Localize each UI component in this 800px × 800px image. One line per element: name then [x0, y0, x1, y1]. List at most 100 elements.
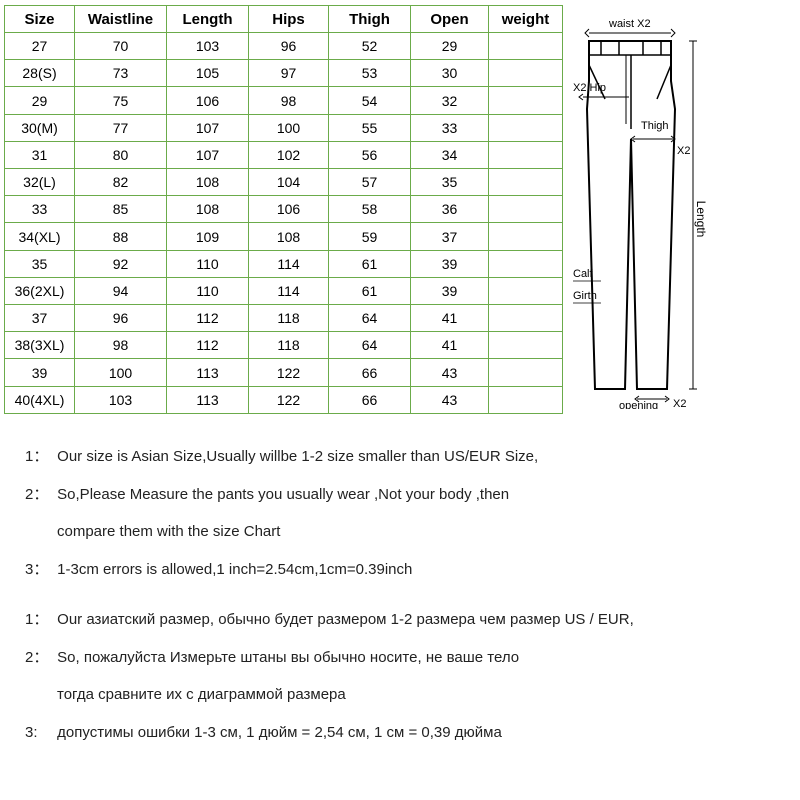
cell-open: 35 [411, 169, 489, 196]
cell-length: 112 [167, 332, 249, 359]
cell-length: 113 [167, 359, 249, 386]
col-header-thigh: Thigh [329, 6, 411, 33]
cell-thigh: 64 [329, 332, 411, 359]
cell-length: 112 [167, 305, 249, 332]
table-row: 30(M)771071005533 [5, 114, 563, 141]
cell-thigh: 56 [329, 141, 411, 168]
cell-weight [489, 60, 563, 87]
cell-weight [489, 277, 563, 304]
cell-open: 41 [411, 305, 489, 332]
note-en-2a: So,Please Measure the pants you usually … [57, 486, 509, 503]
note-num-3: 3： [25, 557, 53, 583]
table-row: 37961121186441 [5, 305, 563, 332]
cell-open: 37 [411, 223, 489, 250]
note-en-3: 1-3cm errors is allowed,1 inch=2.54cm,1c… [57, 561, 412, 578]
note-num-2: 2： [25, 482, 53, 508]
cell-hips: 98 [249, 87, 329, 114]
cell-waist: 80 [75, 141, 167, 168]
table-body: 277010396522928(S)7310597533029751069854… [5, 33, 563, 414]
cell-size: 32(L) [5, 169, 75, 196]
cell-thigh: 57 [329, 169, 411, 196]
note-ru-2a: So, пожалуйста Измерьте штаны вы обычно … [57, 649, 519, 666]
cell-weight [489, 196, 563, 223]
cell-weight [489, 114, 563, 141]
pants-diagram: waist X2 X2 Hip Thigh X2 [571, 9, 711, 414]
diagram-label-length: Length [694, 201, 708, 238]
note-ru-num-1: 1： [25, 607, 53, 633]
note-ru-1: Our азиатский размер, обычно будет разме… [57, 611, 634, 628]
cell-weight [489, 250, 563, 277]
note-ru-num-3: 3: [25, 720, 53, 746]
cell-waist: 85 [75, 196, 167, 223]
cell-size: 39 [5, 359, 75, 386]
cell-hips: 102 [249, 141, 329, 168]
cell-weight [489, 223, 563, 250]
cell-waist: 103 [75, 386, 167, 413]
cell-weight [489, 386, 563, 413]
note-ru-num-2: 2： [25, 645, 53, 671]
diagram-label-girth: Girth [573, 290, 597, 302]
cell-thigh: 61 [329, 277, 411, 304]
cell-hips: 97 [249, 60, 329, 87]
cell-weight [489, 141, 563, 168]
notes-english: 1： Our size is Asian Size,Usually willbe… [0, 414, 800, 745]
cell-size: 40(4XL) [5, 386, 75, 413]
diagram-label-calf: Calf [573, 268, 594, 280]
cell-weight [489, 305, 563, 332]
table-row: 34(XL)881091085937 [5, 223, 563, 250]
cell-size: 28(S) [5, 60, 75, 87]
note-ru-2b: тогда сравните их с диаграммой размера [57, 686, 346, 703]
cell-hips: 108 [249, 223, 329, 250]
cell-size: 29 [5, 87, 75, 114]
cell-thigh: 59 [329, 223, 411, 250]
cell-waist: 73 [75, 60, 167, 87]
cell-hips: 100 [249, 114, 329, 141]
cell-waist: 75 [75, 87, 167, 114]
table-row: 2975106985432 [5, 87, 563, 114]
cell-length: 106 [167, 87, 249, 114]
col-header-size: Size [5, 6, 75, 33]
diagram-label-waist: waist X2 [608, 18, 651, 30]
cell-open: 36 [411, 196, 489, 223]
diagram-label-thigh-x2: X2 [677, 145, 690, 157]
cell-size: 36(2XL) [5, 277, 75, 304]
cell-hips: 114 [249, 250, 329, 277]
cell-open: 34 [411, 141, 489, 168]
cell-open: 30 [411, 60, 489, 87]
col-header-weight: weight [489, 6, 563, 33]
cell-waist: 82 [75, 169, 167, 196]
note-en-1: Our size is Asian Size,Usually willbe 1-… [57, 448, 538, 465]
table-row: 28(S)73105975330 [5, 60, 563, 87]
cell-hips: 106 [249, 196, 329, 223]
note-ru-3: допустимы ошибки 1-3 см, 1 дюйм = 2,54 с… [57, 724, 502, 741]
cell-thigh: 61 [329, 250, 411, 277]
cell-open: 43 [411, 386, 489, 413]
cell-waist: 70 [75, 33, 167, 60]
cell-thigh: 53 [329, 60, 411, 87]
col-header-hips: Hips [249, 6, 329, 33]
diagram-label-open-x2: X2 [673, 398, 686, 409]
cell-hips: 118 [249, 305, 329, 332]
cell-length: 105 [167, 60, 249, 87]
cell-size: 27 [5, 33, 75, 60]
cell-hips: 96 [249, 33, 329, 60]
cell-length: 110 [167, 250, 249, 277]
cell-length: 107 [167, 114, 249, 141]
table-row: 33851081065836 [5, 196, 563, 223]
cell-waist: 100 [75, 359, 167, 386]
cell-thigh: 58 [329, 196, 411, 223]
table-row: 31801071025634 [5, 141, 563, 168]
size-chart-table: Size Waistline Length Hips Thigh Open we… [4, 5, 563, 414]
cell-thigh: 54 [329, 87, 411, 114]
table-row: 35921101146139 [5, 250, 563, 277]
cell-weight [489, 359, 563, 386]
diagram-label-thigh: Thigh [641, 120, 669, 132]
table-row: 38(3XL)981121186441 [5, 332, 563, 359]
note-en-2b: compare them with the size Chart [57, 523, 280, 540]
cell-length: 113 [167, 386, 249, 413]
cell-weight [489, 332, 563, 359]
cell-length: 109 [167, 223, 249, 250]
cell-hips: 104 [249, 169, 329, 196]
cell-thigh: 66 [329, 386, 411, 413]
cell-open: 41 [411, 332, 489, 359]
